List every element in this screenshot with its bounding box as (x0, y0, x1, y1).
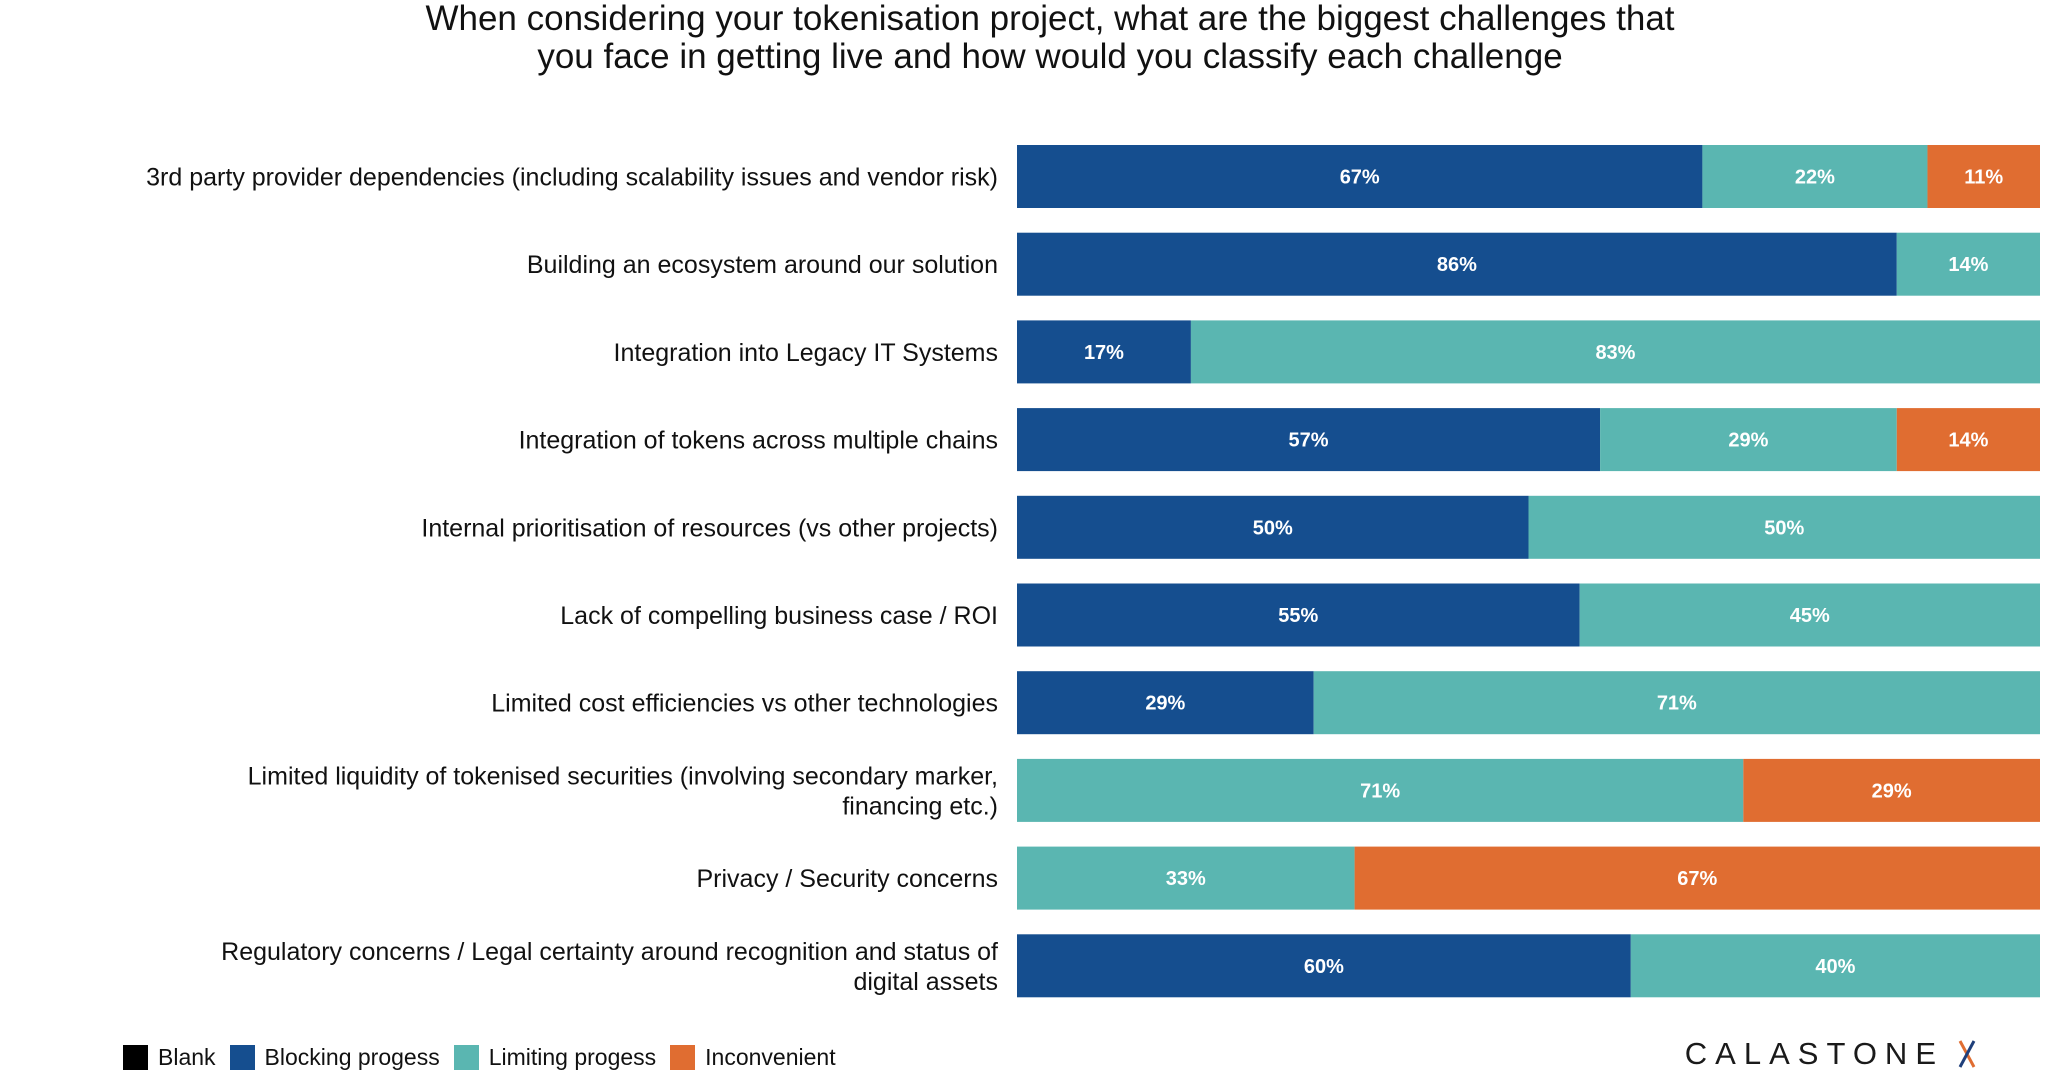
data-label: 11% (1964, 167, 2003, 189)
bar-segment-blocking-progess (1017, 232, 1897, 296)
bar-segment-blocking-progess (1017, 934, 1631, 998)
legend-item-limiting: Limiting progess (453, 1043, 657, 1071)
bar-segment-limiting-progess (1017, 758, 1744, 822)
data-label: 29% (1728, 430, 1768, 452)
category-label: Privacy / Security concerns (697, 865, 999, 893)
legend-item-blank: Blank (123, 1044, 216, 1071)
bar-segment-limiting-progess (1702, 145, 1928, 208)
data-label: 50% (1253, 517, 1293, 539)
data-label: 71% (1657, 693, 1697, 715)
data-label: 83% (1595, 342, 1635, 364)
category-label: Internal prioritisation of resources (vs… (421, 514, 998, 542)
legend-item-inconvenient: Inconvenient (670, 1043, 836, 1071)
legend-item-blocking: Blocking progess (229, 1043, 440, 1071)
stacked-bar-chart: 3rd party provider dependencies (includi… (146, 145, 2040, 998)
brand-logo-text: CALASTONE (1684, 1036, 1944, 1071)
bar-segment-limiting-progess (1190, 320, 2040, 384)
bar-segment-limiting-progess (1313, 671, 2040, 735)
data-label: 14% (1948, 430, 1988, 452)
brand-logo: CALASTONE (1685, 1036, 1976, 1072)
bar-segment-blocking-progess (1017, 495, 1529, 559)
bar-segment-limiting-progess (1579, 583, 2040, 647)
category-label: Lack of compelling business case / ROI (560, 602, 998, 630)
data-label: 67% (1677, 868, 1717, 890)
data-label: 40% (1815, 956, 1855, 978)
brand-x-icon (1958, 1040, 1976, 1068)
data-label: 29% (1872, 780, 1912, 802)
category-label: Integration of tokens across multiple ch… (519, 427, 998, 455)
data-label: 29% (1145, 693, 1185, 715)
category-label: Integration into Legacy IT Systems (614, 339, 998, 367)
bar-segment-inconvenient (1896, 408, 2040, 472)
legend-swatch-inconvenient (670, 1044, 696, 1070)
legend-label-blank: Blank (158, 1043, 216, 1070)
category-label: Limited liquidity of tokenised securitie… (248, 762, 998, 820)
chart-legend: Blank Blocking progess Limiting progess … (123, 1040, 850, 1074)
bar-segment-limiting-progess (1630, 934, 2040, 998)
legend-swatch-blank (123, 1044, 148, 1070)
bar-segment-inconvenient (1927, 145, 2040, 208)
data-label: 60% (1304, 956, 1344, 978)
category-label: Building an ecosystem around our solutio… (527, 251, 998, 279)
chart-title: When considering your tokenisation proje… (0, 0, 2048, 76)
legend-label-blocking: Blocking progess (264, 1043, 440, 1070)
data-label: 86% (1437, 254, 1477, 276)
bar-segment-blocking-progess (1017, 671, 1314, 735)
bar-segment-inconvenient (1354, 846, 2040, 910)
data-label: 57% (1289, 430, 1329, 452)
category-label: Limited cost efficiencies vs other techn… (491, 690, 998, 718)
bar-segment-inconvenient (1743, 758, 2040, 822)
category-label: 3rd party provider dependencies (includi… (146, 164, 998, 192)
data-label: 71% (1360, 780, 1400, 802)
data-label: 67% (1340, 167, 1380, 189)
category-label: Regulatory concerns / Legal certainty ar… (221, 938, 998, 996)
bar-segment-blocking-progess (1017, 583, 1580, 647)
chart-title-line-1: When considering your tokenisation proje… (425, 0, 1675, 38)
data-label: 22% (1795, 167, 1835, 189)
bar-segment-blocking-progess (1017, 408, 1601, 472)
data-label: 14% (1948, 254, 1988, 276)
bar-segment-limiting-progess (1896, 232, 2040, 296)
data-label: 55% (1278, 605, 1318, 627)
bar-segment-limiting-progess (1528, 495, 2040, 559)
legend-label-limiting: Limiting progess (488, 1043, 657, 1070)
legend-swatch-limiting (453, 1044, 479, 1070)
data-label: 17% (1084, 342, 1124, 364)
data-label: 45% (1790, 605, 1830, 627)
data-label: 50% (1764, 517, 1804, 539)
bar-segment-limiting-progess (1600, 408, 1897, 472)
chart-title-line-2: you face in getting live and how would y… (537, 37, 1563, 76)
bar-segment-limiting-progess (1017, 846, 1355, 910)
bar-segment-blocking-progess (1017, 320, 1191, 384)
legend-label-inconvenient: Inconvenient (705, 1043, 836, 1070)
bar-segment-blocking-progess (1017, 145, 1703, 208)
data-label: 33% (1166, 868, 1206, 890)
legend-swatch-blocking (229, 1044, 255, 1070)
